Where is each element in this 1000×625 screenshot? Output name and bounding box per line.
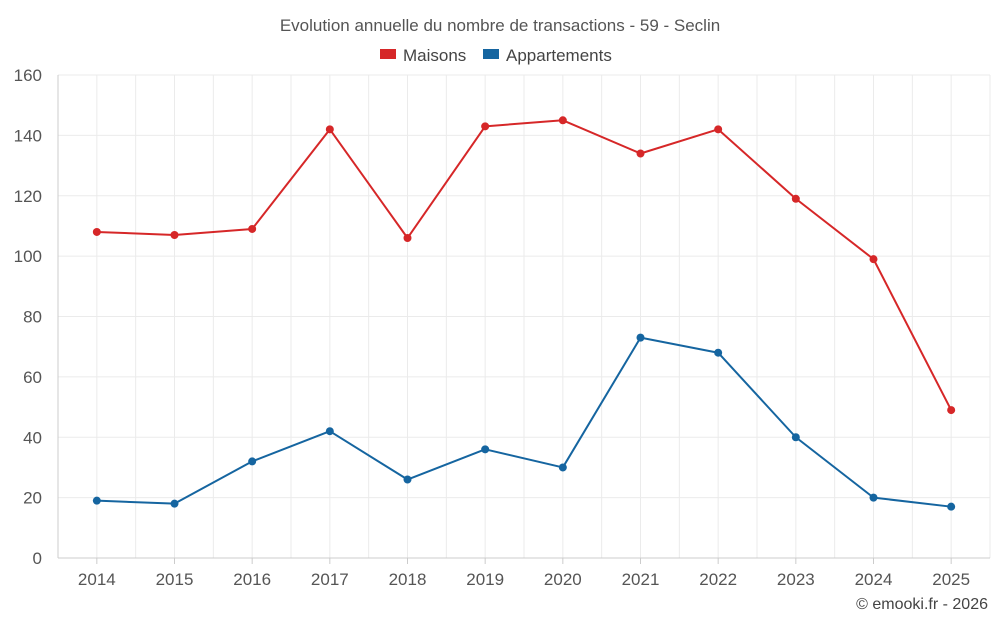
data-point-appartements[interactable]: [558, 463, 567, 472]
x-tick-label: 2018: [389, 570, 427, 589]
y-axis-ticks: 0 20 40 60 80 100 120 140 160: [14, 66, 42, 568]
grid-lines: [57, 74, 991, 558]
legend-label-maisons[interactable]: Maisons: [403, 46, 466, 65]
x-tick-label: 2019: [466, 570, 504, 589]
data-point-maisons[interactable]: [170, 230, 179, 239]
data-point-appartements[interactable]: [92, 496, 101, 505]
y-tick-label: 40: [23, 428, 42, 447]
data-point-maisons[interactable]: [403, 234, 412, 243]
y-tick-label: 0: [33, 549, 42, 568]
series-layer: [92, 116, 956, 511]
data-point-maisons[interactable]: [714, 125, 723, 134]
data-point-maisons[interactable]: [869, 255, 878, 264]
data-point-maisons[interactable]: [481, 122, 490, 131]
data-point-appartements[interactable]: [248, 457, 257, 466]
x-tick-label: 2023: [777, 570, 815, 589]
data-point-appartements[interactable]: [869, 493, 878, 502]
y-tick-label: 120: [14, 187, 42, 206]
data-point-maisons[interactable]: [636, 149, 645, 158]
data-point-appartements[interactable]: [481, 445, 490, 454]
data-point-appartements[interactable]: [791, 433, 800, 442]
x-tick-label: 2021: [622, 570, 660, 589]
x-tick-label: 2022: [699, 570, 737, 589]
data-point-maisons[interactable]: [325, 125, 334, 134]
data-point-appartements[interactable]: [636, 333, 645, 342]
chart-title: Evolution annuelle du nombre de transact…: [280, 16, 720, 35]
series-line-maisons[interactable]: [96, 119, 953, 411]
y-tick-label: 100: [14, 247, 42, 266]
x-tick-label: 2020: [544, 570, 582, 589]
x-tick-label: 2014: [78, 570, 116, 589]
legend: Maisons Appartements: [380, 46, 612, 65]
y-tick-label: 20: [23, 489, 42, 508]
data-point-appartements[interactable]: [325, 427, 334, 436]
legend-label-appartements[interactable]: Appartements: [506, 46, 612, 65]
data-point-maisons[interactable]: [92, 227, 101, 236]
x-tick-label: 2016: [233, 570, 271, 589]
data-point-appartements[interactable]: [947, 502, 956, 511]
y-tick-label: 140: [14, 126, 42, 145]
x-tick-label: 2025: [932, 570, 970, 589]
y-tick-label: 60: [23, 368, 42, 387]
legend-swatch-appartements: [483, 49, 499, 59]
y-tick-label: 80: [23, 308, 42, 327]
legend-swatch-maisons: [380, 49, 396, 59]
series-line-appartements[interactable]: [96, 336, 952, 508]
credit-text: © emooki.fr - 2026: [856, 596, 988, 613]
axes: [57, 75, 990, 564]
data-point-maisons[interactable]: [558, 116, 567, 125]
x-tick-label: 2015: [156, 570, 194, 589]
data-point-maisons[interactable]: [791, 194, 800, 203]
y-tick-label: 160: [14, 66, 42, 85]
data-point-maisons[interactable]: [947, 406, 956, 415]
x-axis-ticks: 2014 2015 2016 2017 2018 2019 2020 2021 2022 2023…: [78, 570, 970, 589]
data-point-maisons[interactable]: [248, 224, 257, 233]
x-tick-label: 2017: [311, 570, 349, 589]
data-point-appartements[interactable]: [714, 348, 723, 357]
data-point-appartements[interactable]: [403, 475, 412, 484]
data-point-appartements[interactable]: [170, 499, 179, 508]
x-tick-label: 2024: [855, 570, 893, 589]
